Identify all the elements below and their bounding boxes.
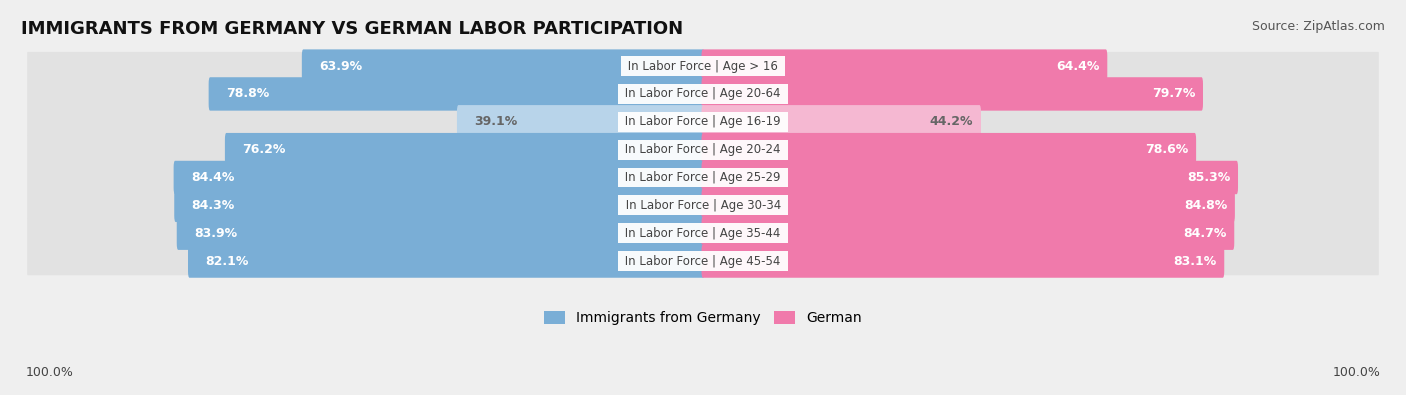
Text: 84.3%: 84.3% bbox=[191, 199, 235, 212]
Text: 85.3%: 85.3% bbox=[1187, 171, 1230, 184]
Text: 100.0%: 100.0% bbox=[25, 366, 73, 379]
Text: 78.6%: 78.6% bbox=[1144, 143, 1188, 156]
Text: IMMIGRANTS FROM GERMANY VS GERMAN LABOR PARTICIPATION: IMMIGRANTS FROM GERMANY VS GERMAN LABOR … bbox=[21, 20, 683, 38]
FancyBboxPatch shape bbox=[173, 161, 704, 194]
Text: In Labor Force | Age 20-64: In Labor Force | Age 20-64 bbox=[621, 87, 785, 100]
Text: 82.1%: 82.1% bbox=[205, 254, 249, 267]
Text: 83.1%: 83.1% bbox=[1173, 254, 1216, 267]
FancyBboxPatch shape bbox=[27, 219, 1379, 247]
FancyBboxPatch shape bbox=[188, 245, 704, 278]
Text: 63.9%: 63.9% bbox=[319, 60, 363, 73]
Text: In Labor Force | Age 16-19: In Labor Force | Age 16-19 bbox=[621, 115, 785, 128]
FancyBboxPatch shape bbox=[27, 80, 1379, 108]
FancyBboxPatch shape bbox=[27, 52, 1379, 80]
FancyBboxPatch shape bbox=[702, 245, 1225, 278]
FancyBboxPatch shape bbox=[27, 191, 1379, 220]
FancyBboxPatch shape bbox=[225, 133, 704, 166]
FancyBboxPatch shape bbox=[702, 161, 1239, 194]
Text: 84.8%: 84.8% bbox=[1184, 199, 1227, 212]
Text: 78.8%: 78.8% bbox=[226, 87, 269, 100]
Text: Source: ZipAtlas.com: Source: ZipAtlas.com bbox=[1251, 20, 1385, 33]
Text: In Labor Force | Age 30-34: In Labor Force | Age 30-34 bbox=[621, 199, 785, 212]
FancyBboxPatch shape bbox=[702, 133, 1197, 166]
FancyBboxPatch shape bbox=[27, 107, 1379, 136]
Text: 79.7%: 79.7% bbox=[1152, 87, 1195, 100]
Text: 39.1%: 39.1% bbox=[474, 115, 517, 128]
Text: In Labor Force | Age 25-29: In Labor Force | Age 25-29 bbox=[621, 171, 785, 184]
FancyBboxPatch shape bbox=[27, 163, 1379, 192]
Text: In Labor Force | Age 20-24: In Labor Force | Age 20-24 bbox=[621, 143, 785, 156]
Text: 83.9%: 83.9% bbox=[194, 227, 238, 240]
Text: 44.2%: 44.2% bbox=[929, 115, 973, 128]
FancyBboxPatch shape bbox=[177, 216, 704, 250]
Text: 76.2%: 76.2% bbox=[242, 143, 285, 156]
Text: 100.0%: 100.0% bbox=[1333, 366, 1381, 379]
Text: In Labor Force | Age > 16: In Labor Force | Age > 16 bbox=[624, 60, 782, 73]
FancyBboxPatch shape bbox=[208, 77, 704, 111]
Text: 64.4%: 64.4% bbox=[1056, 60, 1099, 73]
FancyBboxPatch shape bbox=[174, 189, 704, 222]
Legend: Immigrants from Germany, German: Immigrants from Germany, German bbox=[544, 311, 862, 325]
Text: In Labor Force | Age 45-54: In Labor Force | Age 45-54 bbox=[621, 254, 785, 267]
FancyBboxPatch shape bbox=[702, 105, 981, 139]
FancyBboxPatch shape bbox=[702, 189, 1234, 222]
FancyBboxPatch shape bbox=[457, 105, 704, 139]
FancyBboxPatch shape bbox=[702, 216, 1234, 250]
Text: 84.4%: 84.4% bbox=[191, 171, 235, 184]
FancyBboxPatch shape bbox=[27, 247, 1379, 275]
FancyBboxPatch shape bbox=[702, 49, 1108, 83]
Text: In Labor Force | Age 35-44: In Labor Force | Age 35-44 bbox=[621, 227, 785, 240]
FancyBboxPatch shape bbox=[702, 77, 1204, 111]
Text: 84.7%: 84.7% bbox=[1182, 227, 1226, 240]
FancyBboxPatch shape bbox=[27, 135, 1379, 164]
FancyBboxPatch shape bbox=[302, 49, 704, 83]
